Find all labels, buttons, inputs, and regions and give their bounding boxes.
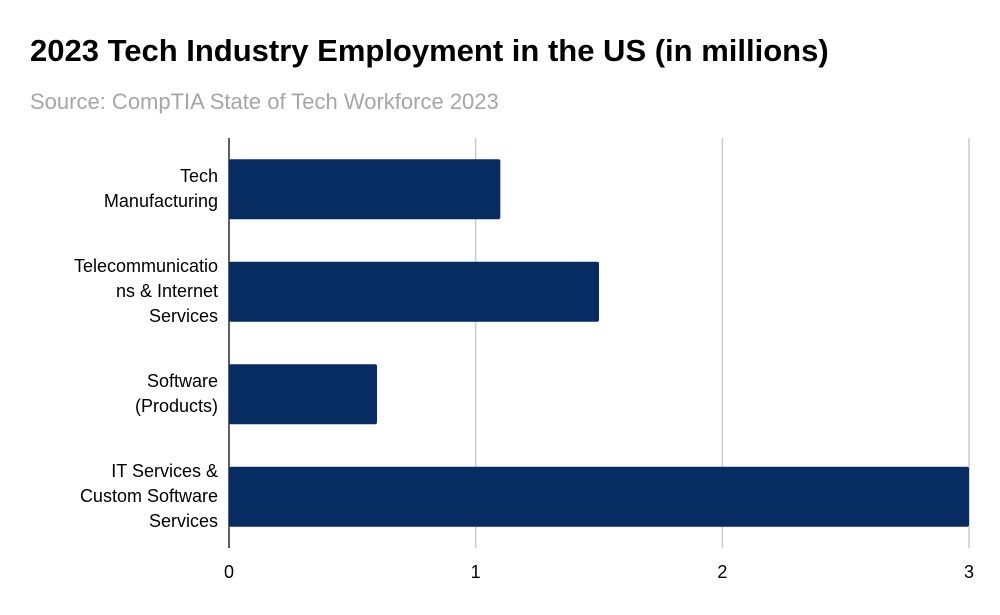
bar	[229, 364, 377, 425]
x-tick-label: 2	[717, 562, 727, 582]
y-tick-label: IT Services & Custom Software Services	[80, 461, 218, 531]
x-tick-label: 1	[471, 562, 481, 582]
y-tick-label: Telecommunicatio ns & Internet Services	[74, 256, 218, 326]
chart-subtitle: Source: CompTIA State of Tech Workforce …	[30, 89, 499, 114]
chart-title: 2023 Tech Industry Employment in the US …	[30, 33, 829, 68]
y-tick-label: Tech Manufacturing	[104, 166, 218, 211]
x-tick-label: 3	[964, 562, 974, 582]
bar	[229, 261, 599, 322]
x-tick-label: 0	[224, 562, 234, 582]
y-tick-label: Software (Products)	[135, 371, 218, 416]
bar	[229, 466, 969, 527]
bar	[229, 159, 501, 220]
